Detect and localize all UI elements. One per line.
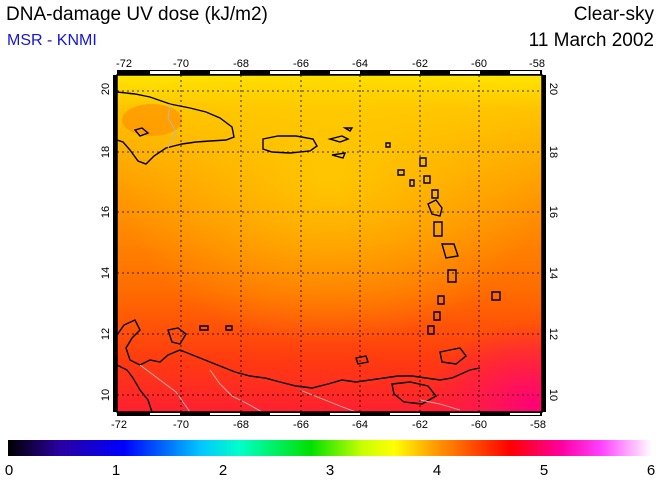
colorbar-label: 4 [433, 462, 441, 479]
colorbar-label: 2 [219, 462, 227, 479]
colorbar-label: 5 [540, 462, 548, 479]
map-title: DNA-damage UV dose (kJ/m2) [6, 4, 268, 25]
lat-tick-label: 10 [547, 389, 559, 401]
lon-tick-label: -66 [293, 58, 309, 70]
lon-tick-label: -62 [412, 419, 428, 431]
lat-tick-label: 16 [100, 206, 112, 218]
sky-condition-label: Clear-sky [573, 4, 654, 25]
river-line [419, 399, 461, 411]
lon-labels-top: -72 -70 -68 -66 -64 -62 -60 -58 [116, 58, 545, 70]
lon-tick-label: -68 [233, 419, 249, 431]
lon-labels-bottom: -72 -70 -68 -66 -64 -62 -60 -58 [111, 419, 546, 431]
lon-tick-label: -70 [173, 419, 189, 431]
lat-tick-label: 14 [100, 267, 112, 279]
colorbar-label: 1 [112, 462, 120, 479]
margarita-coast [355, 355, 369, 365]
lat-labels-left: 10 12 14 16 18 20 [100, 83, 112, 401]
colombia-coast [117, 364, 153, 412]
lat-tick-label: 18 [100, 146, 112, 158]
venezuela-coast [117, 319, 481, 389]
frame-tick-gaps [150, 71, 540, 415]
lon-tick-label: -60 [471, 419, 487, 431]
river-line [209, 369, 263, 412]
colorbar-label: 6 [647, 462, 655, 479]
colorbar-label: 3 [326, 462, 334, 479]
credit-label: MSR - KNMI [7, 32, 97, 49]
lon-tick-label: -60 [471, 58, 487, 70]
lat-tick-label: 10 [100, 389, 112, 401]
lat-labels-right: 10 12 14 16 18 20 [547, 83, 559, 401]
coastlines [117, 91, 501, 412]
lon-tick-label: -58 [529, 58, 545, 70]
lon-tick-label: -64 [352, 419, 368, 431]
island-coast [133, 127, 150, 137]
virgin-islands-coast [327, 127, 354, 159]
lon-tick-label: -66 [293, 419, 309, 431]
country-borders [139, 103, 461, 412]
hispaniola-coast [117, 91, 235, 165]
uv-dose-field [117, 75, 542, 412]
river-line [299, 389, 357, 412]
lon-tick-label: -68 [233, 58, 249, 70]
graticule [117, 75, 542, 412]
lon-tick-label: -72 [116, 58, 132, 70]
trinidad-coast [391, 381, 438, 405]
lesser-antilles-coast [385, 142, 501, 365]
lat-tick-label: 12 [547, 328, 559, 340]
lat-tick-label: 20 [547, 83, 559, 95]
lon-tick-label: -64 [352, 58, 368, 70]
lon-tick-label: -58 [530, 419, 546, 431]
colorbar-labels: 0 1 2 3 4 5 6 [5, 462, 655, 479]
lat-tick-label: 20 [100, 83, 112, 95]
lon-tick-label: -62 [412, 58, 428, 70]
lon-tick-label: -72 [111, 419, 127, 431]
lon-tick-label: -70 [173, 58, 189, 70]
haiti-border [167, 103, 177, 149]
date-label: 11 March 2002 [528, 30, 654, 51]
lat-tick-label: 18 [547, 146, 559, 158]
lat-tick-label: 14 [547, 267, 559, 279]
puerto-rico-coast [262, 135, 318, 154]
frame-ticks [113, 70, 546, 416]
lat-tick-label: 12 [100, 328, 112, 340]
abc-islands-coast [167, 325, 233, 345]
border-line [139, 364, 191, 412]
lat-tick-label: 16 [547, 206, 559, 218]
colorbar-label: 0 [5, 462, 13, 479]
colorbar [8, 440, 652, 456]
